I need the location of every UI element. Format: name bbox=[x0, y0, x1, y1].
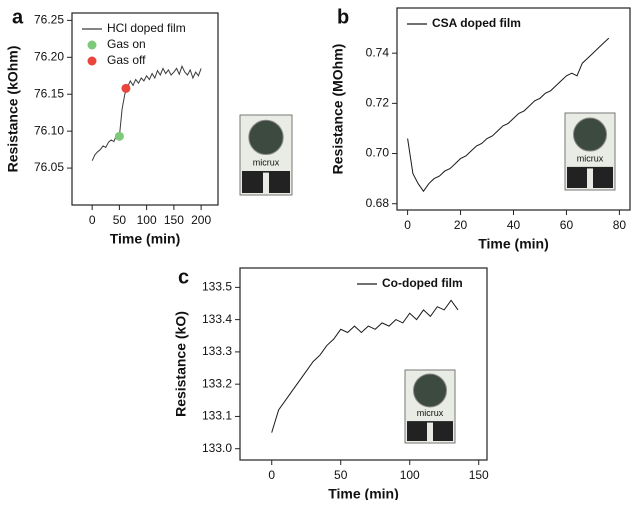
data-line bbox=[407, 37, 610, 193]
y-axis-label: Resistance (kOhm) bbox=[5, 46, 21, 173]
legend-label: CSA doped film bbox=[432, 16, 521, 30]
y-tick-label: 76.05 bbox=[34, 160, 64, 174]
x-axis-label: Time (min) bbox=[478, 236, 549, 252]
y-tick-label: 133.1 bbox=[202, 409, 232, 423]
y-tick-label: 0.72 bbox=[366, 96, 390, 110]
inset-gap bbox=[427, 422, 433, 441]
y-tick-label: 76.20 bbox=[34, 49, 64, 63]
y-axis-label: Resistance (MOhm) bbox=[330, 44, 346, 175]
inset-electrode bbox=[573, 117, 607, 152]
inset-text: micrux bbox=[253, 157, 280, 167]
y-tick-label: 133.2 bbox=[202, 376, 232, 390]
y-tick-label: 133.4 bbox=[202, 312, 232, 326]
x-tick-label: 0 bbox=[89, 213, 96, 227]
y-tick-label: 133.0 bbox=[202, 441, 232, 455]
x-tick-label: 100 bbox=[400, 468, 420, 482]
plot-frame bbox=[239, 267, 488, 461]
legend-marker bbox=[87, 56, 97, 66]
y-tick-label: 76.10 bbox=[34, 123, 64, 137]
x-tick-label: 0 bbox=[404, 218, 411, 232]
data-line bbox=[91, 64, 202, 161]
data-line bbox=[271, 299, 459, 433]
x-tick-label: 150 bbox=[469, 468, 489, 482]
y-tick-label: 0.74 bbox=[366, 45, 390, 59]
x-tick-label: 100 bbox=[137, 213, 157, 227]
legend-label: Gas on bbox=[107, 37, 146, 51]
inset-text: micrux bbox=[577, 154, 604, 164]
x-tick-label: 20 bbox=[454, 218, 468, 232]
x-tick-label: 60 bbox=[560, 218, 574, 232]
inset-text: micrux bbox=[417, 408, 444, 418]
y-tick-label: 0.68 bbox=[366, 196, 390, 210]
panel-label: a bbox=[12, 6, 24, 28]
legend-label: Gas off bbox=[107, 53, 146, 67]
panel-label: b bbox=[337, 6, 349, 28]
y-tick-label: 133.3 bbox=[202, 344, 232, 358]
x-tick-label: 0 bbox=[268, 468, 275, 482]
y-tick-label: 0.70 bbox=[366, 146, 390, 160]
inset-electrode bbox=[248, 119, 284, 156]
marker-point bbox=[121, 83, 131, 93]
legend-marker bbox=[87, 40, 97, 50]
x-axis-label: Time (min) bbox=[328, 486, 399, 500]
y-tick-label: 133.5 bbox=[202, 280, 232, 294]
x-tick-label: 200 bbox=[191, 213, 211, 227]
x-tick-label: 50 bbox=[113, 213, 127, 227]
plot-frame bbox=[71, 12, 219, 206]
x-tick-label: 50 bbox=[334, 468, 348, 482]
panel-label: c bbox=[178, 266, 189, 288]
y-tick-label: 76.25 bbox=[34, 13, 64, 27]
x-axis-label: Time (min) bbox=[110, 231, 181, 247]
inset-gap bbox=[587, 168, 593, 188]
x-tick-label: 80 bbox=[613, 218, 627, 232]
inset-electrode bbox=[413, 373, 447, 408]
y-tick-label: 76.15 bbox=[34, 86, 64, 100]
marker-point bbox=[114, 131, 124, 141]
inset-gap bbox=[263, 172, 269, 193]
x-tick-label: 40 bbox=[507, 218, 521, 232]
x-tick-label: 150 bbox=[164, 213, 184, 227]
legend-label: Co-doped film bbox=[382, 276, 463, 290]
y-axis-label: Resistance (kO) bbox=[173, 311, 189, 417]
legend-label: HCl doped film bbox=[107, 21, 186, 35]
